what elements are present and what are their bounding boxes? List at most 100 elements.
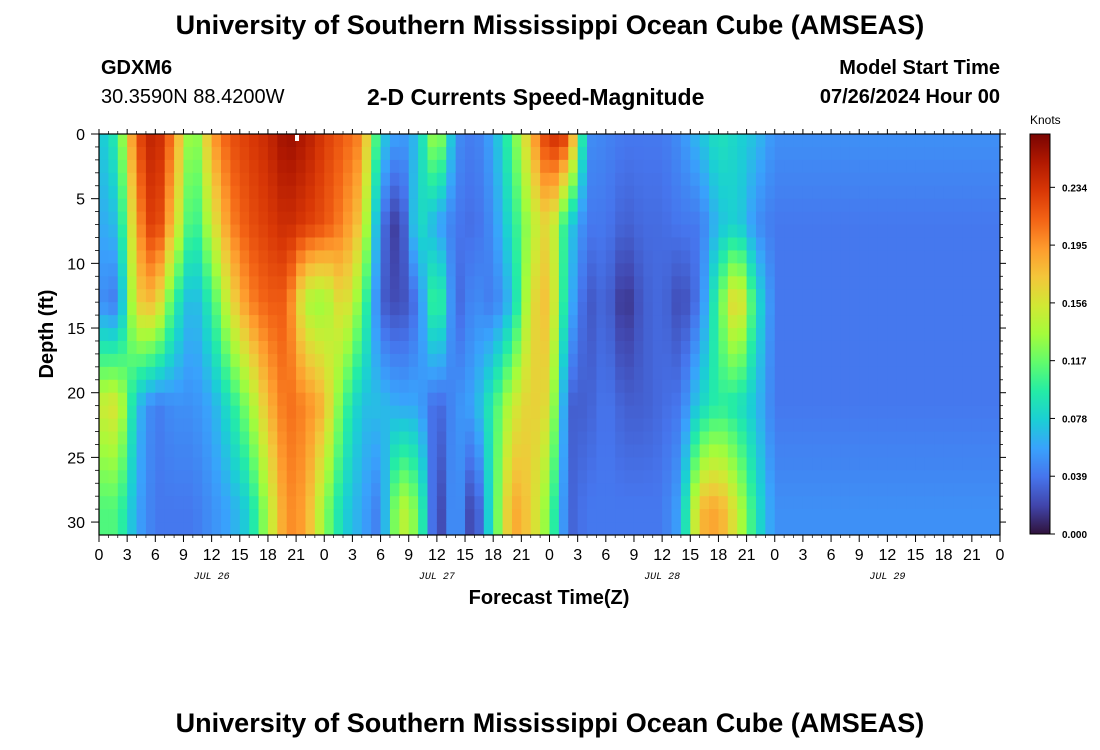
heatmap-cell bbox=[737, 340, 748, 355]
heatmap-cell bbox=[493, 483, 504, 497]
heatmap-cell bbox=[849, 302, 860, 316]
heatmap-cell bbox=[624, 444, 635, 458]
heatmap-cell bbox=[699, 470, 710, 484]
heatmap-cell bbox=[267, 302, 278, 316]
heatmap-cell bbox=[493, 172, 504, 187]
heatmap-cell bbox=[511, 250, 522, 264]
heatmap-cell bbox=[953, 405, 964, 420]
heatmap-cell bbox=[558, 172, 569, 187]
heatmap-cell bbox=[549, 366, 560, 381]
heatmap-cell bbox=[746, 146, 757, 161]
heatmap-cell bbox=[164, 392, 175, 407]
heatmap-cell bbox=[662, 276, 673, 290]
heatmap-cell bbox=[802, 405, 813, 420]
heatmap-cell bbox=[286, 353, 297, 368]
heatmap-cell bbox=[540, 146, 551, 161]
heatmap-cell bbox=[896, 159, 907, 174]
heatmap-cell bbox=[174, 483, 185, 497]
heatmap-cell bbox=[493, 457, 504, 471]
heatmap-cell bbox=[267, 483, 278, 497]
heatmap-cell bbox=[624, 483, 635, 497]
heatmap-cell bbox=[371, 457, 382, 471]
heatmap-cell bbox=[737, 185, 748, 200]
heatmap-cell bbox=[812, 172, 823, 187]
heatmap-cell bbox=[455, 198, 466, 213]
heatmap-cell bbox=[924, 315, 935, 329]
heatmap-cell bbox=[511, 483, 522, 497]
heatmap-cell bbox=[859, 392, 870, 407]
heatmap-cell bbox=[314, 379, 325, 394]
heatmap-cell bbox=[145, 263, 156, 277]
heatmap-cell bbox=[258, 289, 269, 303]
heatmap-cell bbox=[352, 289, 363, 303]
heatmap-cell bbox=[784, 470, 795, 484]
heatmap-cell bbox=[371, 353, 382, 368]
heatmap-cell bbox=[511, 315, 522, 329]
heatmap-cell bbox=[277, 302, 288, 316]
heatmap-cell bbox=[831, 250, 842, 264]
heatmap-cell bbox=[446, 159, 457, 174]
heatmap-cell bbox=[802, 146, 813, 161]
heatmap-cell bbox=[662, 224, 673, 239]
heatmap-cell bbox=[127, 237, 138, 252]
heatmap-cell bbox=[709, 289, 720, 303]
heatmap-cell bbox=[812, 353, 823, 368]
heatmap-cell bbox=[192, 237, 203, 252]
heatmap-cell bbox=[690, 392, 701, 407]
heatmap-cell bbox=[343, 483, 354, 497]
heatmap-cell bbox=[868, 211, 879, 226]
heatmap-cell bbox=[493, 509, 504, 523]
heatmap-cell bbox=[821, 328, 832, 342]
heatmap-cell bbox=[840, 379, 851, 394]
heatmap-cell bbox=[690, 276, 701, 290]
heatmap-cell bbox=[277, 379, 288, 394]
heatmap-cell bbox=[849, 237, 860, 252]
heatmap-cell bbox=[821, 172, 832, 187]
heatmap-cell bbox=[436, 353, 447, 368]
heatmap-cell bbox=[915, 315, 926, 329]
heatmap-cell bbox=[305, 496, 316, 510]
heatmap-cell bbox=[755, 250, 766, 264]
heatmap-cell bbox=[324, 483, 335, 497]
heatmap-cell bbox=[812, 237, 823, 252]
heatmap-cell bbox=[145, 276, 156, 290]
heatmap-cell bbox=[906, 250, 917, 264]
heatmap-cell bbox=[831, 328, 842, 342]
heatmap-cell bbox=[465, 289, 476, 303]
x-axis-label: Forecast Time(Z) bbox=[469, 587, 630, 609]
heatmap-cell bbox=[483, 483, 494, 497]
heatmap-cell bbox=[333, 444, 344, 458]
heatmap-cell bbox=[145, 302, 156, 316]
heatmap-cell bbox=[727, 302, 738, 316]
heatmap-cell bbox=[755, 289, 766, 303]
heatmap-cell bbox=[427, 509, 438, 523]
heatmap-cell bbox=[267, 405, 278, 420]
model-start-value: 07/26/2024 Hour 00 bbox=[819, 86, 1000, 108]
heatmap-cell bbox=[962, 159, 973, 174]
heatmap-cell bbox=[277, 353, 288, 368]
heatmap-cell bbox=[427, 237, 438, 252]
heatmap-cell bbox=[709, 328, 720, 342]
heatmap-cell bbox=[305, 276, 316, 290]
heatmap-cell bbox=[709, 198, 720, 213]
heatmap-cell bbox=[671, 198, 682, 213]
heatmap-cell bbox=[174, 224, 185, 239]
heatmap-cell bbox=[164, 379, 175, 394]
heatmap-cell bbox=[511, 340, 522, 355]
heatmap-cell bbox=[765, 340, 776, 355]
heatmap-cell bbox=[343, 353, 354, 368]
heatmap-cell bbox=[174, 509, 185, 523]
heatmap-cell bbox=[887, 224, 898, 239]
heatmap-cell bbox=[249, 224, 260, 239]
heatmap-cell bbox=[699, 457, 710, 471]
heatmap-cell bbox=[765, 315, 776, 329]
heatmap-cell bbox=[558, 509, 569, 523]
heatmap-cell bbox=[361, 444, 372, 458]
heatmap-cell bbox=[530, 172, 541, 187]
heatmap-cell bbox=[924, 250, 935, 264]
heatmap-cell bbox=[436, 211, 447, 226]
heatmap-cell bbox=[108, 340, 119, 355]
heatmap-cell bbox=[446, 418, 457, 433]
heatmap-cell bbox=[117, 340, 128, 355]
